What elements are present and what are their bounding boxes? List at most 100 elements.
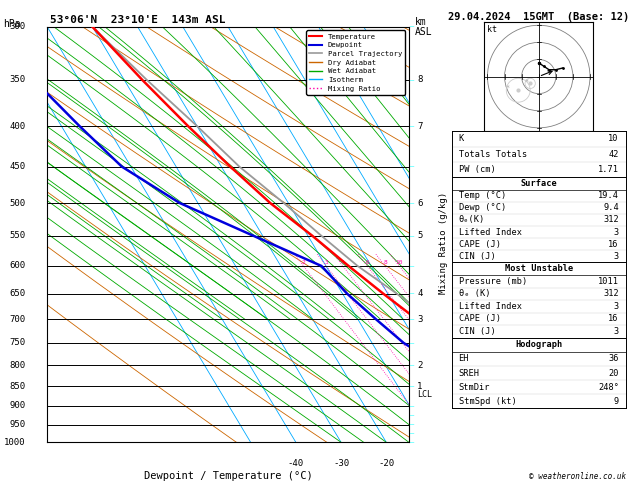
Text: CAPE (J): CAPE (J) [459,314,501,324]
Text: PW (cm): PW (cm) [459,165,496,174]
Text: *: * [506,85,509,91]
Text: 3: 3 [614,302,619,311]
Text: —: — [410,291,415,296]
Text: 9.4: 9.4 [603,203,619,212]
Text: θₑ(K): θₑ(K) [459,215,485,225]
Text: StmDir: StmDir [459,382,490,392]
Text: —: — [410,421,415,428]
Text: 5: 5 [417,231,423,241]
Text: 850: 850 [9,382,25,391]
Text: —: — [410,431,415,436]
Text: ASL: ASL [415,27,433,37]
Text: 1.71: 1.71 [598,165,619,174]
Text: 450: 450 [9,162,25,171]
Text: 750: 750 [9,338,25,347]
Text: Most Unstable: Most Unstable [504,264,573,273]
Text: 1: 1 [417,382,423,391]
Text: —: — [410,263,415,269]
Text: —: — [410,362,415,368]
Text: —: — [410,316,415,322]
Text: θₑ (K): θₑ (K) [459,289,490,298]
Text: 248°: 248° [598,382,619,392]
Text: 3: 3 [614,252,619,261]
Text: 6: 6 [365,260,369,265]
Text: 53°06'N  23°10'E  143m ASL: 53°06'N 23°10'E 143m ASL [50,15,226,25]
Text: Hodograph: Hodograph [515,340,562,349]
Text: Totals Totals: Totals Totals [459,150,527,159]
Text: 6: 6 [417,199,423,208]
Text: —: — [410,403,415,409]
Text: —: — [410,164,415,170]
Text: —: — [410,340,415,346]
Text: —: — [410,233,415,239]
Text: 3: 3 [325,260,328,265]
Text: 550: 550 [9,231,25,241]
Text: 9: 9 [614,397,619,406]
Text: 19.4: 19.4 [598,191,619,200]
Text: 2: 2 [417,361,423,370]
Text: 16: 16 [608,240,619,249]
Text: 10: 10 [396,260,403,265]
Text: *: * [524,78,528,85]
Text: 300: 300 [9,22,25,31]
Text: 3: 3 [614,327,619,336]
Text: 400: 400 [9,122,25,131]
Text: -20: -20 [378,459,394,468]
Text: Lifted Index: Lifted Index [459,227,521,237]
Text: —: — [410,123,415,129]
Text: 2: 2 [302,260,306,265]
Text: 600: 600 [9,261,25,270]
Text: —: — [410,77,415,83]
Text: 1011: 1011 [598,277,619,286]
Text: 900: 900 [9,401,25,410]
Text: CAPE (J): CAPE (J) [459,240,501,249]
Text: 3: 3 [417,314,423,324]
Text: -30: -30 [333,459,349,468]
Text: LCL: LCL [417,390,432,399]
Text: 4: 4 [417,289,423,298]
Text: CIN (J): CIN (J) [459,327,496,336]
Text: Pressure (mb): Pressure (mb) [459,277,527,286]
Text: 950: 950 [9,420,25,429]
Text: —: — [410,200,415,206]
Text: SREH: SREH [459,368,479,378]
Text: —: — [410,24,415,30]
Text: © weatheronline.co.uk: © weatheronline.co.uk [529,472,626,481]
Text: 16: 16 [608,314,619,324]
Legend: Temperature, Dewpoint, Parcel Trajectory, Dry Adiabat, Wet Adiabat, Isotherm, Mi: Temperature, Dewpoint, Parcel Trajectory… [306,30,405,95]
Text: —: — [410,412,415,418]
Text: —: — [410,439,415,445]
Text: 800: 800 [9,361,25,370]
Text: Lifted Index: Lifted Index [459,302,521,311]
Text: 312: 312 [603,289,619,298]
Text: Dewpoint / Temperature (°C): Dewpoint / Temperature (°C) [143,471,313,481]
Text: Temp (°C): Temp (°C) [459,191,506,200]
Text: EH: EH [459,354,469,364]
Text: 20: 20 [608,368,619,378]
Text: 312: 312 [603,215,619,225]
Text: Dewp (°C): Dewp (°C) [459,203,506,212]
Text: 7: 7 [417,122,423,131]
Text: 650: 650 [9,289,25,298]
Text: 42: 42 [608,150,619,159]
Text: StmSpd (kt): StmSpd (kt) [459,397,516,406]
Text: 4: 4 [341,260,345,265]
Text: 8: 8 [417,75,423,85]
Text: -40: -40 [287,459,304,468]
Text: 1000: 1000 [4,438,25,447]
Text: 29.04.2024  15GMT  (Base: 12): 29.04.2024 15GMT (Base: 12) [448,12,629,22]
Text: 8: 8 [383,260,387,265]
Text: 350: 350 [9,75,25,85]
Text: CIN (J): CIN (J) [459,252,496,261]
Text: Mixing Ratio (g/kg): Mixing Ratio (g/kg) [439,192,448,294]
Text: hPa: hPa [3,19,21,30]
Text: 500: 500 [9,199,25,208]
Text: 10: 10 [608,135,619,143]
Text: 700: 700 [9,314,25,324]
Text: kt: kt [487,25,498,35]
Text: Surface: Surface [520,179,557,188]
Text: —: — [410,383,415,389]
Text: K: K [459,135,464,143]
Text: 36: 36 [608,354,619,364]
Text: 3: 3 [614,227,619,237]
